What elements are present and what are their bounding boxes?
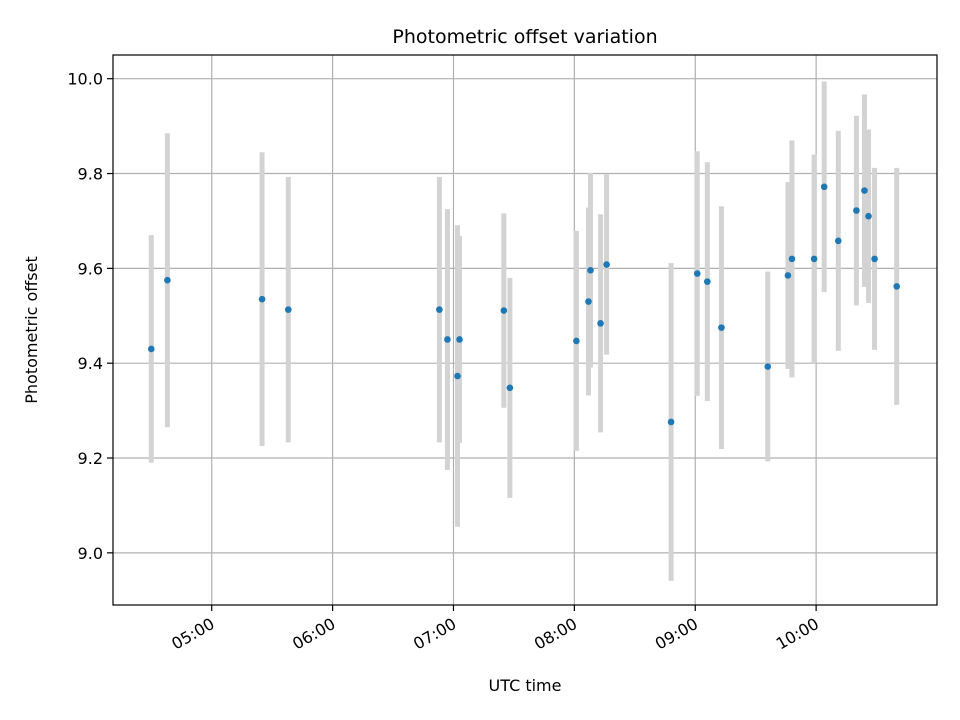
y-tick-label: 9.2 bbox=[78, 449, 103, 468]
plot-frame bbox=[112, 54, 938, 606]
data-point bbox=[764, 363, 772, 370]
y-axis-label: Photometric offset bbox=[22, 256, 41, 404]
chart-title: Photometric offset variation bbox=[392, 26, 657, 48]
y-tick-label: 9.6 bbox=[78, 259, 103, 278]
data-point bbox=[834, 237, 842, 245]
data-point bbox=[865, 212, 872, 220]
y-axis: 9.0 9.2 9.4 9.6 9.8 10.0 bbox=[67, 70, 113, 563]
data-point bbox=[454, 372, 461, 380]
data-point bbox=[718, 324, 725, 331]
data-point bbox=[893, 283, 901, 290]
data-point bbox=[500, 307, 508, 314]
data-point bbox=[853, 207, 860, 214]
data-point bbox=[506, 384, 514, 392]
data-point bbox=[820, 183, 828, 191]
data-point bbox=[587, 266, 594, 274]
data-point bbox=[667, 418, 675, 426]
data-point bbox=[284, 306, 292, 313]
data-point bbox=[603, 261, 610, 268]
data-point bbox=[861, 187, 868, 194]
y-tick-label: 9.4 bbox=[78, 354, 103, 373]
data-point bbox=[444, 336, 451, 343]
grid-layer bbox=[113, 55, 937, 605]
x-axis-label: UTC time bbox=[489, 676, 562, 695]
data-point bbox=[456, 336, 463, 343]
data-point bbox=[573, 337, 580, 345]
data-point bbox=[810, 255, 818, 263]
data-point bbox=[871, 255, 878, 263]
data-point bbox=[164, 276, 171, 284]
data-point bbox=[788, 255, 796, 263]
data-point bbox=[147, 345, 155, 353]
data-point bbox=[436, 306, 443, 313]
data-point bbox=[784, 272, 792, 279]
y-tick-label: 10.0 bbox=[67, 70, 103, 89]
point-layer bbox=[147, 183, 901, 426]
y-tick-label: 9.8 bbox=[78, 165, 103, 184]
data-point bbox=[597, 320, 604, 327]
data-point bbox=[258, 295, 266, 303]
data-point bbox=[704, 278, 711, 285]
y-tick-label: 9.0 bbox=[78, 544, 103, 563]
data-point bbox=[693, 270, 701, 277]
data-point bbox=[585, 298, 592, 305]
